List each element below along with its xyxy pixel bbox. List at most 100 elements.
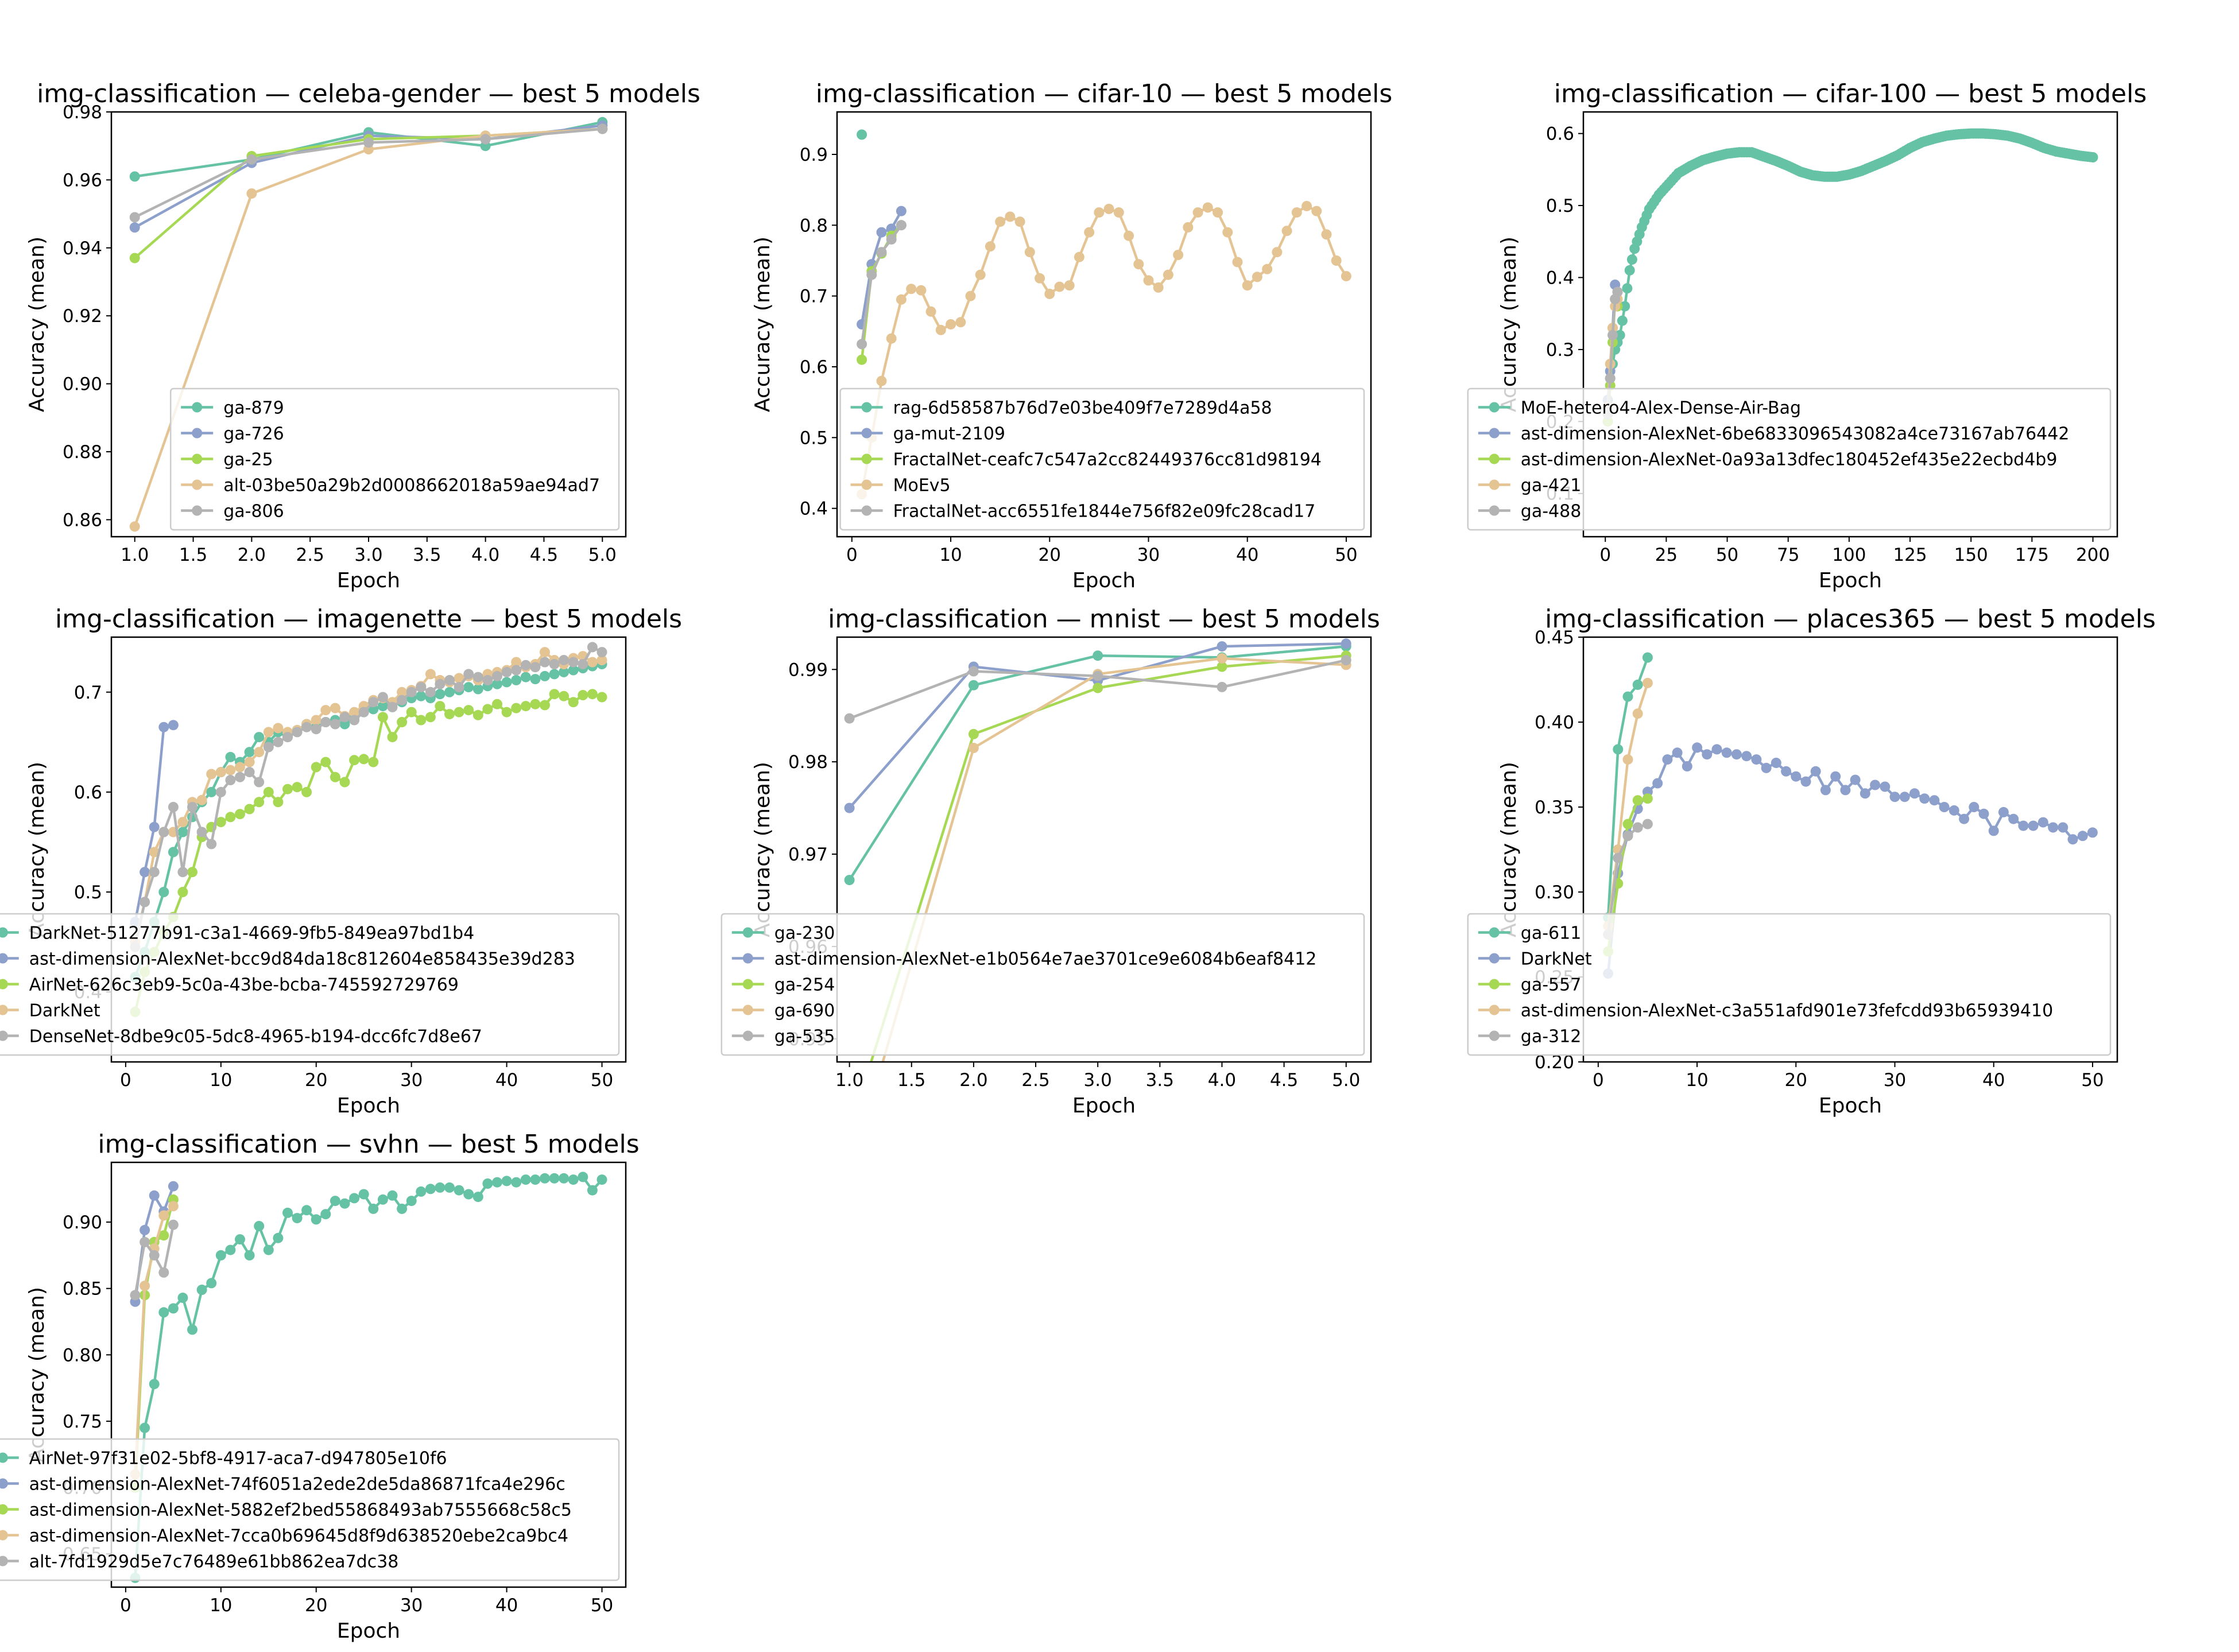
y-tick-label: 0.97 bbox=[788, 844, 828, 865]
legend: ga-611 DarkNet ga-557 ast-dimension-AlexNet… bbox=[1467, 913, 2112, 1056]
data-point bbox=[129, 222, 140, 233]
data-point bbox=[1232, 257, 1243, 267]
data-point bbox=[225, 812, 236, 823]
series-1 bbox=[857, 205, 907, 329]
data-point bbox=[168, 1201, 179, 1212]
x-axis-label: Epoch bbox=[337, 569, 400, 592]
legend-label: ga-690 bbox=[774, 1001, 835, 1021]
legend-swatch-marker bbox=[1489, 479, 1500, 490]
y-axis-label: Accuracy (mean) bbox=[25, 762, 49, 937]
y-tick-label: 0.90 bbox=[63, 374, 102, 395]
data-point bbox=[425, 669, 436, 680]
data-point bbox=[158, 887, 169, 897]
plot-area bbox=[129, 117, 608, 532]
data-point bbox=[1622, 831, 1633, 841]
data-point bbox=[916, 285, 927, 296]
data-point bbox=[311, 762, 321, 773]
data-point bbox=[1614, 329, 1625, 340]
data-point bbox=[377, 701, 388, 712]
chart-title: img-classification — cifar-10 — best 5 m… bbox=[816, 79, 1393, 108]
legend-label: ast-dimension-AlexNet-7cca0b69645d8f9d63… bbox=[29, 1526, 568, 1546]
x-tick-label: 25 bbox=[1655, 545, 1678, 565]
data-point bbox=[1642, 819, 1653, 829]
legend-swatch-marker bbox=[742, 979, 753, 990]
legend-label: ast-dimension-AlexNet-0a93a13dfec180452e… bbox=[1521, 450, 2058, 470]
data-point bbox=[168, 720, 179, 731]
y-tick-label: 0.35 bbox=[1535, 797, 1574, 818]
data-point bbox=[444, 709, 455, 720]
legend-item: ga-726 bbox=[181, 424, 284, 444]
data-point bbox=[358, 754, 369, 765]
axes-frame bbox=[836, 636, 1372, 1063]
data-point bbox=[844, 875, 855, 886]
legend-label: ga-421 bbox=[1521, 476, 1582, 496]
legend-swatch-marker bbox=[0, 1478, 8, 1489]
data-point bbox=[1341, 655, 1351, 666]
data-point bbox=[1682, 761, 1692, 771]
data-point bbox=[568, 665, 579, 676]
y-axis-label: Accuracy (mean) bbox=[25, 236, 49, 412]
data-point bbox=[1301, 201, 1312, 211]
data-point bbox=[263, 742, 274, 753]
x-tick-label: 30 bbox=[400, 1595, 423, 1616]
data-point bbox=[263, 786, 274, 797]
data-point bbox=[130, 1290, 141, 1301]
data-point bbox=[140, 1281, 150, 1292]
data-point bbox=[1800, 776, 1811, 787]
data-point bbox=[263, 1244, 274, 1255]
data-point bbox=[1889, 792, 1900, 802]
data-point bbox=[158, 827, 169, 837]
data-point bbox=[1242, 280, 1253, 291]
legend-item: ast-dimension-AlexNet-6be6833096543082a4… bbox=[1478, 424, 2069, 444]
legend-item: ast-dimension-AlexNet-74f6051a2ede2de5da… bbox=[0, 1475, 565, 1495]
data-point bbox=[225, 775, 236, 785]
y-tick-label: 0.85 bbox=[63, 1279, 102, 1300]
x-tick-label: 4.5 bbox=[530, 545, 558, 565]
data-point bbox=[454, 1185, 464, 1196]
data-point bbox=[520, 672, 531, 682]
data-point bbox=[1781, 766, 1792, 777]
x-tick-label: 125 bbox=[1893, 545, 1927, 565]
x-tick-label: 75 bbox=[1777, 545, 1799, 565]
data-point bbox=[206, 839, 217, 850]
data-point bbox=[587, 642, 598, 653]
data-point bbox=[1771, 758, 1781, 768]
data-point bbox=[511, 1177, 522, 1188]
x-tick-label: 50 bbox=[591, 1595, 613, 1616]
data-point bbox=[1721, 747, 1732, 758]
x-axis-label: Epoch bbox=[1819, 569, 1882, 592]
y-tick-label: 0.80 bbox=[63, 1345, 102, 1366]
data-point bbox=[339, 777, 350, 788]
legend: rag-6d58587b76d7e03be409f7e7289d4a58 ga-m… bbox=[839, 387, 1365, 531]
legend-swatch-marker bbox=[861, 453, 872, 464]
data-point bbox=[349, 707, 360, 718]
chart-panel: img-classification — svhn — best 5 model… bbox=[0, 1130, 640, 1643]
chart-title: img-classification — places365 — best 5 … bbox=[1545, 604, 2156, 634]
data-point bbox=[1321, 229, 1332, 240]
y-tick-label: 0.5 bbox=[800, 428, 828, 448]
x-tick-label: 50 bbox=[2081, 1070, 2104, 1091]
y-tick-label: 0.40 bbox=[1535, 712, 1574, 733]
data-point bbox=[358, 1189, 369, 1200]
x-tick-label: 4.5 bbox=[1270, 1070, 1298, 1091]
legend-item: ast-dimension-AlexNet-e1b0564e7ae3701ce9… bbox=[731, 949, 1316, 970]
data-point bbox=[1213, 207, 1223, 218]
data-point bbox=[1124, 230, 1134, 241]
data-point bbox=[273, 797, 284, 808]
data-point bbox=[549, 659, 560, 669]
data-point bbox=[1622, 691, 1633, 702]
legend-label: FractalNet-acc6551fe1844e756f82e09fc28ca… bbox=[893, 502, 1316, 522]
data-point bbox=[1093, 670, 1103, 681]
legend-box bbox=[1467, 387, 2112, 531]
data-point bbox=[1143, 275, 1154, 286]
legend-label: ga-254 bbox=[774, 975, 835, 995]
data-point bbox=[444, 674, 455, 685]
data-point bbox=[149, 1190, 160, 1201]
data-point bbox=[511, 703, 522, 713]
data-point bbox=[311, 715, 321, 726]
legend-swatch-marker bbox=[1489, 402, 1500, 413]
y-tick-label: 0.75 bbox=[63, 1411, 102, 1432]
x-tick-label: 3.0 bbox=[1084, 1070, 1112, 1091]
data-point bbox=[254, 797, 265, 808]
